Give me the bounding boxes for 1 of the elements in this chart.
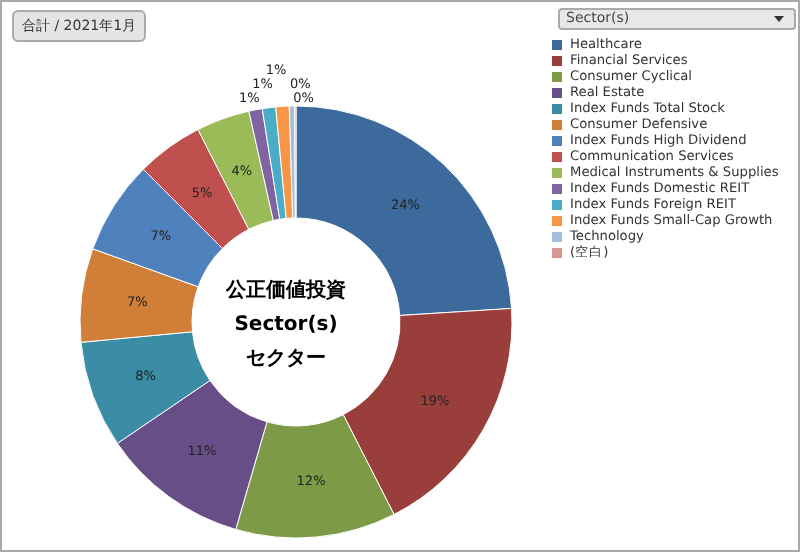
text: 公正価値投資 Sector(s) セクター: [223, 277, 348, 374]
